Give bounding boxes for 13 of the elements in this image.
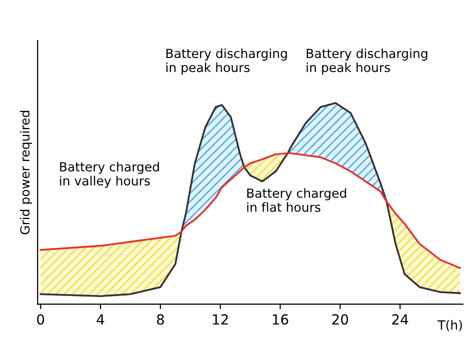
text: Battery discharging in peak hours	[166, 48, 287, 75]
text: Battery discharging in peak hours	[306, 48, 428, 75]
annotation: Battery charged in valley hours	[60, 162, 159, 188]
x-tick-label: 0	[37, 314, 44, 325]
x-tick-label: 24	[392, 314, 408, 324]
x-tick-label: 12	[213, 314, 228, 324]
annotation: Battery charged in flat hours	[247, 188, 346, 212]
x-axis-title: T(h)	[438, 320, 462, 332]
x-tick-label: 16	[272, 314, 288, 325]
y-axis-title: Grid power required	[20, 110, 32, 234]
x-tick-label: 8	[156, 314, 164, 325]
x-tick-label: 4	[96, 314, 104, 324]
x-tick-label: 20	[332, 314, 348, 325]
